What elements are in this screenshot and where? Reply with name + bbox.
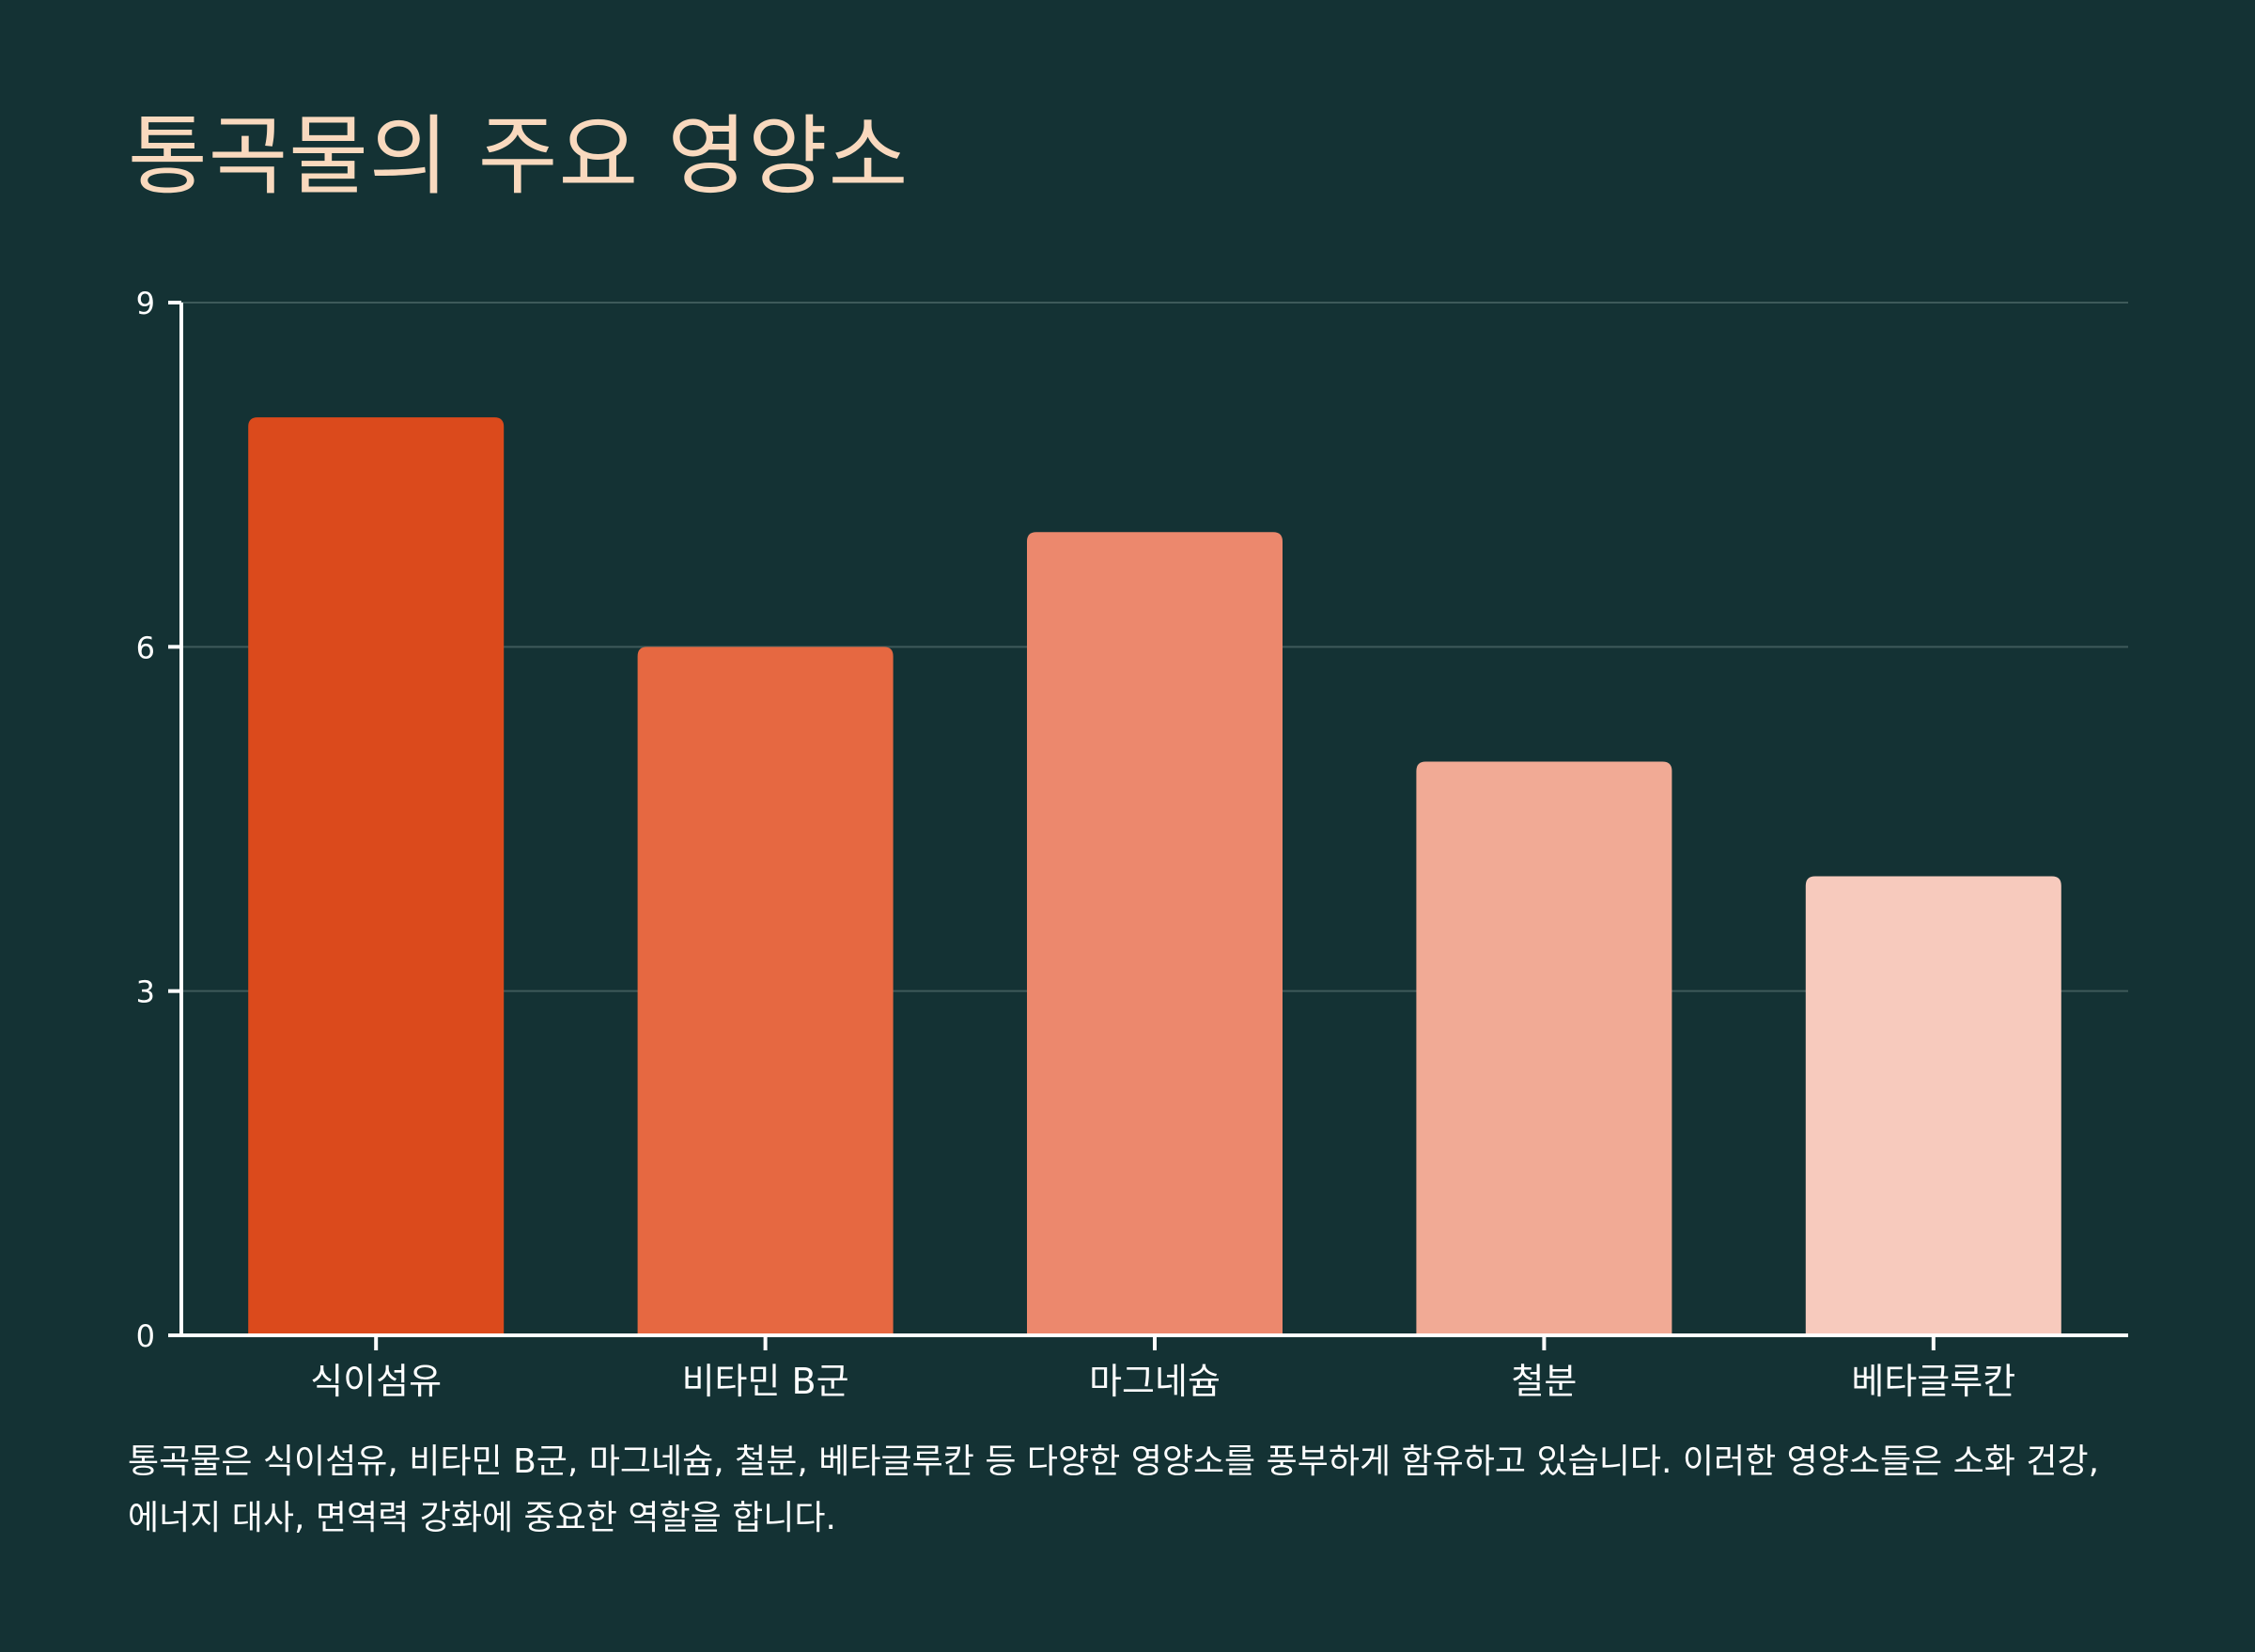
chart-description: 통곡물은 식이섬유, 비타민 B군, 마그네슘, 철분, 베타글루칸 등 다양한… (128, 1442, 2100, 1537)
x-tick-label: 철분 (1511, 1361, 1577, 1402)
y-tick-label: 9 (136, 286, 155, 321)
bar (1027, 532, 1283, 1335)
y-tick-label: 0 (136, 1318, 155, 1354)
chart-title: 통곡물의 주요 영양소 (128, 106, 910, 207)
bars (248, 417, 2061, 1336)
axes (168, 301, 2128, 1350)
x-tick-label: 식이섬유 (310, 1361, 442, 1402)
tick-labels: 0 3 6 9 식이섬유 비타민 B군 마그네슘 철분 베타글루칸 (136, 286, 2016, 1402)
bar (637, 647, 894, 1335)
bar-chart: 0 3 6 9 식이섬유 비타민 B군 마그네슘 철분 베타글루칸 (136, 286, 2128, 1402)
y-tick-label: 6 (136, 630, 155, 665)
bar (248, 417, 505, 1336)
y-tick-label: 3 (136, 974, 155, 1010)
x-tick-label: 비타민 B군 (682, 1361, 849, 1402)
bar (1805, 876, 2061, 1335)
x-tick-label: 마그네슘 (1089, 1361, 1221, 1402)
x-tick-label: 베타글루칸 (1851, 1361, 2015, 1402)
bar (1416, 761, 1672, 1335)
